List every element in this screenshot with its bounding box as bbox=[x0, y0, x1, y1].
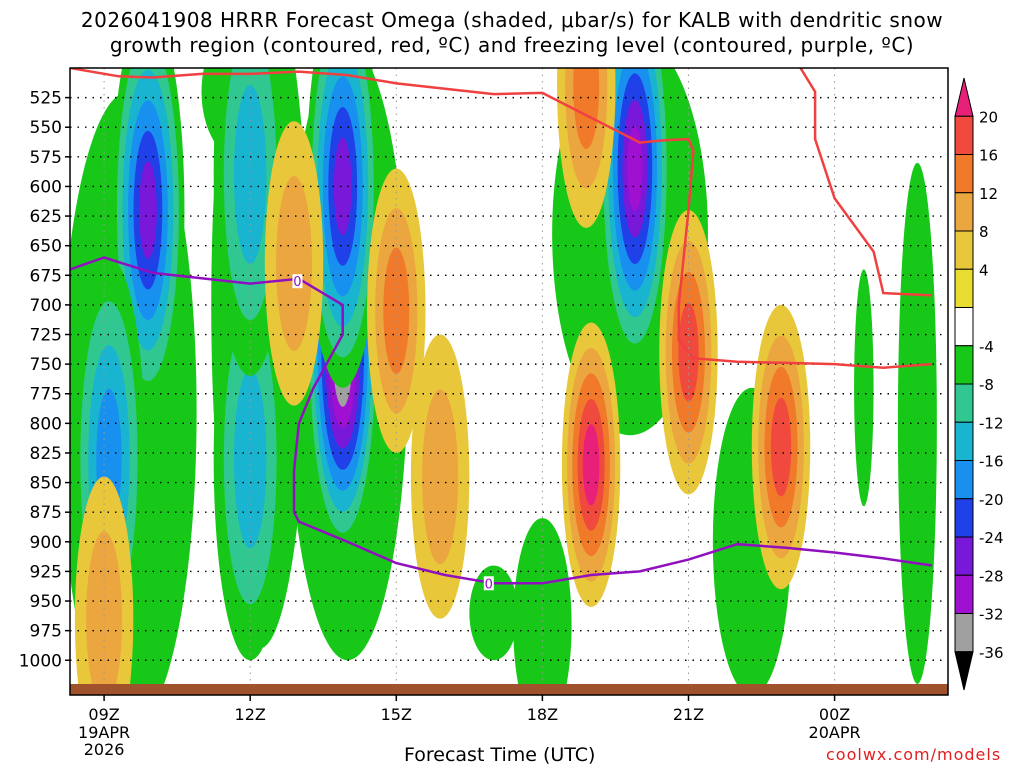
x-tick-label-18Z: 18Z bbox=[527, 705, 558, 724]
colorbar-label-8: 8 bbox=[979, 223, 989, 241]
grid-lines bbox=[70, 68, 948, 695]
x-tick-label-12Z: 12Z bbox=[235, 705, 266, 724]
y-tick-label-1000: 1000 bbox=[19, 651, 62, 671]
omega-center-13-level-16 bbox=[770, 397, 792, 497]
omega-center-4-level--12 bbox=[233, 85, 267, 265]
y-tick-label-825: 825 bbox=[30, 444, 62, 464]
colorbar-label--4: -4 bbox=[979, 338, 994, 356]
contour-label-1: 0 bbox=[485, 577, 493, 592]
colorbar-bottom-triangle bbox=[954, 651, 974, 691]
ground-surface bbox=[70, 684, 948, 695]
omega-center-2-level-8 bbox=[86, 531, 123, 695]
y-axis: 525 550 575 600 625 650 675 700 725 750 775 800 825 8… bbox=[19, 89, 70, 671]
x-tick-label-00Z: 00Z bbox=[819, 705, 850, 724]
y-tick-label-950: 950 bbox=[30, 592, 62, 612]
colorbar-label--20: -20 bbox=[979, 491, 1004, 509]
colorbar-label-20: 20 bbox=[979, 108, 998, 126]
colorbar-segment-12 bbox=[954, 536, 974, 576]
x-tick-label-21Z: 21Z bbox=[673, 705, 704, 724]
y-tick-label-650: 650 bbox=[30, 237, 62, 257]
colorbar-segment-3 bbox=[954, 192, 974, 232]
omega-center-10-level-20 bbox=[582, 424, 600, 506]
y-tick-label-800: 800 bbox=[30, 414, 62, 434]
omega-center-9-level-8 bbox=[422, 389, 459, 565]
y-tick-label-700: 700 bbox=[30, 296, 62, 316]
omega-center-8-level-12 bbox=[383, 247, 410, 374]
colorbar-segment-11 bbox=[954, 498, 974, 538]
contour-label-0: 0 bbox=[293, 275, 301, 290]
colorbar-segment-13 bbox=[954, 574, 974, 614]
contour-lines: 00 bbox=[70, 68, 933, 592]
colorbar-segment-5 bbox=[954, 268, 974, 308]
colorbar-label-16: 16 bbox=[979, 147, 998, 165]
colorbar-label-4: 4 bbox=[979, 261, 989, 279]
contour-line-0 bbox=[70, 68, 933, 369]
y-tick-label-775: 775 bbox=[30, 385, 62, 405]
colorbar-segment-10 bbox=[954, 460, 974, 500]
x-tick-sublabel: 19APR bbox=[78, 723, 130, 742]
y-tick-label-725: 725 bbox=[30, 326, 62, 346]
colorbar-label--28: -28 bbox=[979, 567, 1004, 585]
omega-shading bbox=[70, 68, 937, 695]
credit-link[interactable]: coolwx.com/models bbox=[826, 745, 1002, 764]
colorbar-label--12: -12 bbox=[979, 414, 1004, 432]
y-tick-label-850: 850 bbox=[30, 474, 62, 494]
colorbar-label--36: -36 bbox=[979, 644, 1004, 662]
y-tick-label-900: 900 bbox=[30, 533, 62, 553]
omega-center-11-level--28 bbox=[627, 126, 643, 212]
y-tick-label-575: 575 bbox=[30, 148, 62, 168]
y-tick-label-550: 550 bbox=[30, 118, 62, 138]
colorbar-segment-14 bbox=[954, 613, 974, 653]
colorbar-segment-9 bbox=[954, 421, 974, 461]
colorbar-label--32: -32 bbox=[979, 606, 1004, 624]
chart-title-line2: growth region (contoured, red, ºC) and f… bbox=[109, 33, 915, 57]
colorbar-segment-7 bbox=[954, 345, 974, 385]
omega-center-6-level--24 bbox=[333, 137, 352, 236]
x-tick-sublabel: 20APR bbox=[809, 723, 861, 742]
y-tick-label-525: 525 bbox=[30, 89, 62, 109]
omega-center-14-level-12 bbox=[573, 68, 600, 149]
y-tick-label-750: 750 bbox=[30, 355, 62, 375]
contour-label-bg bbox=[483, 576, 494, 591]
omega-region-broad bbox=[469, 565, 519, 661]
y-tick-label-625: 625 bbox=[30, 207, 62, 227]
colorbar-segment-8 bbox=[954, 383, 974, 423]
colorbar-top-triangle bbox=[954, 77, 974, 117]
y-tick-label-600: 600 bbox=[30, 177, 62, 197]
omega-region-broad bbox=[513, 518, 572, 695]
colorbar-label-12: 12 bbox=[979, 185, 998, 203]
colorbar-segment-1 bbox=[954, 115, 974, 155]
colorbar-label--24: -24 bbox=[979, 529, 1004, 547]
colorbar-segment-2 bbox=[954, 154, 974, 194]
contour-label-bg bbox=[292, 274, 303, 289]
x-tick-label-15Z: 15Z bbox=[381, 705, 412, 724]
omega-center-0-level--24 bbox=[139, 161, 157, 259]
colorbar-label--16: -16 bbox=[979, 453, 1004, 471]
omega-region-broad bbox=[854, 269, 874, 507]
plot-frame bbox=[69, 67, 949, 696]
omega-center-7-level-8 bbox=[276, 175, 313, 351]
x-axis-title: Forecast Time (UTC) bbox=[404, 744, 596, 766]
y-tick-label-875: 875 bbox=[30, 503, 62, 523]
chart-title-line1: 2026041908 HRRR Forecast Omega (shaded, … bbox=[80, 8, 944, 32]
x-tick-label-09Z: 09Z bbox=[88, 705, 119, 724]
x-tick-sublabel: 2026 bbox=[84, 740, 125, 759]
y-tick-label-975: 975 bbox=[30, 622, 62, 642]
colorbar-label--8: -8 bbox=[979, 376, 994, 394]
y-tick-label-925: 925 bbox=[30, 562, 62, 582]
colorbar-segment-4 bbox=[954, 230, 974, 270]
contour-line-1 bbox=[799, 68, 933, 297]
colorbar: 20 16 12 8 4 -4 -8 -12 -16 -20 -24 -28 -32 -36 bbox=[954, 77, 1004, 691]
y-tick-label-675: 675 bbox=[30, 266, 62, 286]
colorbar-segment-6 bbox=[954, 307, 974, 347]
